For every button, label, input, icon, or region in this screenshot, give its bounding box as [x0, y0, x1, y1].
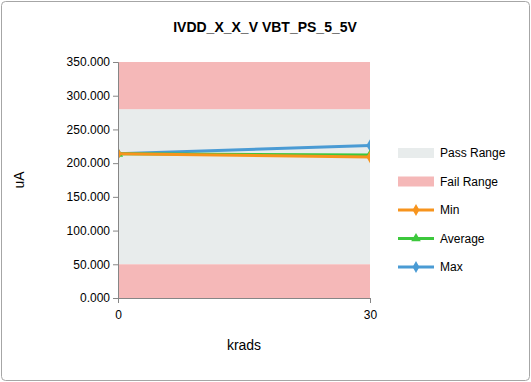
- plot-area: [118, 62, 370, 298]
- legend-label: Min: [440, 203, 459, 217]
- y-axis-line: [113, 63, 119, 299]
- legend-marker: [413, 261, 420, 273]
- y-tick-label: 0.000: [80, 291, 110, 305]
- x-tick: 30: [364, 298, 378, 322]
- series-marker: [366, 139, 370, 151]
- y-tick: 0.000: [80, 291, 118, 305]
- y-tick-mark: [113, 163, 118, 164]
- y-tick-mark: [113, 129, 118, 130]
- y-tick-mark: [113, 197, 118, 198]
- legend-label: Pass Range: [440, 146, 506, 160]
- x-tick-label: 0: [115, 308, 122, 322]
- y-tick-mark: [113, 96, 118, 97]
- y-tick-label: 150.000: [67, 190, 111, 204]
- chart-title: IVDD_X_X_V VBT_PS_5_5V: [173, 19, 357, 35]
- y-tick: 100.000: [67, 224, 118, 238]
- range-band: [118, 109, 370, 264]
- range-band: [118, 264, 370, 298]
- y-tick-label: 100.000: [67, 224, 111, 238]
- y-tick: 300.000: [67, 89, 118, 103]
- legend-label: Max: [440, 260, 463, 274]
- y-tick-label: 50.000: [73, 258, 110, 272]
- x-tick-mark: [370, 298, 371, 303]
- y-tick: 200.000: [67, 156, 118, 170]
- y-tick-label: 250.000: [67, 123, 111, 137]
- range-band: [118, 62, 370, 109]
- y-tick-label: 200.000: [67, 156, 111, 170]
- y-axis-title: uA: [11, 171, 27, 189]
- x-axis: 0 30: [115, 298, 377, 322]
- x-tick-label: 30: [364, 308, 378, 322]
- legend-marker: [411, 233, 421, 241]
- x-axis-line: [119, 299, 371, 304]
- y-axis: 0.000 50.000 100.000 150.000 200.000 250.000 3…: [67, 55, 119, 305]
- chart-border: [2, 2, 530, 381]
- y-tick-mark: [113, 62, 118, 63]
- y-tick: 50.000: [73, 258, 118, 272]
- legend-marker: [413, 204, 420, 216]
- x-tick-mark: [118, 298, 119, 303]
- legend-label: Average: [440, 232, 485, 246]
- y-tick-label: 350.000: [67, 55, 111, 69]
- x-tick: 0: [115, 298, 122, 322]
- y-tick: 250.000: [67, 123, 118, 137]
- y-tick-mark: [113, 298, 118, 299]
- series-line: [118, 154, 370, 157]
- y-tick-mark: [113, 264, 118, 265]
- chart: 0.000 50.000 100.000 150.000 200.000 250.000 3…: [0, 0, 531, 382]
- legend-label: Fail Range: [440, 175, 498, 189]
- legend-swatch: [398, 177, 434, 187]
- legend-swatch: [398, 148, 434, 158]
- y-tick-mark: [113, 231, 118, 232]
- y-tick-label: 300.000: [67, 89, 111, 103]
- y-tick: 350.000: [67, 55, 118, 69]
- y-tick: 150.000: [67, 190, 118, 204]
- legend: Pass Range Fail Range Min Average Max: [398, 146, 506, 274]
- series-marker: [366, 151, 370, 163]
- x-axis-title: krads: [227, 337, 261, 353]
